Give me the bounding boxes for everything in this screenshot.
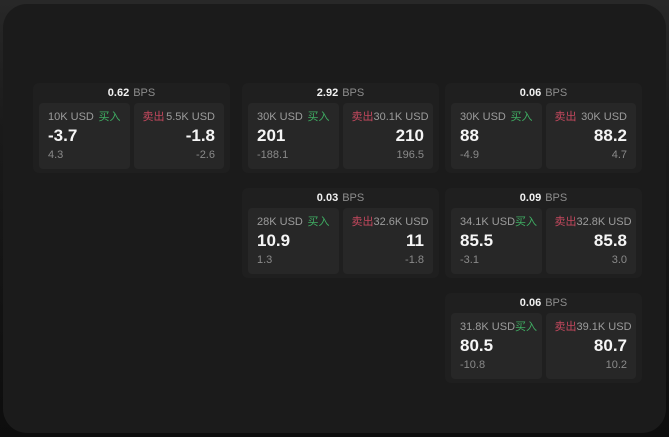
buy-amount: 10K USD (48, 111, 94, 123)
buy-label: 买入 (510, 111, 533, 123)
buy-label: 买入 (515, 216, 538, 228)
sell-amount: 32.6K USD (373, 216, 429, 228)
sell-label: 卖出 (554, 216, 577, 228)
buy-price: 201 (257, 126, 286, 145)
spread-unit: BPS (545, 87, 568, 99)
spread-value: 0.62 (107, 87, 130, 99)
sell-price: 210 (395, 126, 424, 145)
buy-sub-value: -4.9 (460, 149, 479, 161)
spread-header: 0.62 BPS (33, 83, 230, 103)
buy-panel[interactable]: 34.1K USD 买入 85.5 -3.1 (451, 208, 542, 274)
sell-price: 11 (406, 231, 424, 250)
sell-panel[interactable]: 卖出 39.1K USD 80.7 10.2 (545, 313, 636, 379)
quotes-panel: 0.62 BPS 10K USD 买入 -3.7 4.3 卖出 5.5K USD… (3, 4, 666, 433)
sell-panel[interactable]: 卖出 32.8K USD 85.8 3.0 (545, 208, 636, 274)
buy-price: -3.7 (48, 126, 78, 145)
spread-header: 2.92 BPS (242, 83, 439, 103)
quote-card: 0.62 BPS 10K USD 买入 -3.7 4.3 卖出 5.5K USD… (33, 83, 230, 173)
sell-label: 卖出 (142, 111, 165, 123)
buy-price: 85.5 (460, 231, 494, 250)
sell-amount: 32.8K USD (576, 216, 632, 228)
buy-panel[interactable]: 10K USD 买入 -3.7 4.3 (39, 103, 130, 169)
sell-panel[interactable]: 卖出 5.5K USD -1.8 -2.6 (133, 103, 224, 169)
sell-label: 卖出 (351, 111, 374, 123)
sell-sub-value: 10.2 (605, 359, 627, 371)
sell-panel[interactable]: 卖出 30K USD 88.2 4.7 (545, 103, 636, 169)
spread-header: 0.06 BPS (445, 293, 642, 313)
spread-unit: BPS (133, 87, 156, 99)
quote-card: 0.03 BPS 28K USD 买入 10.9 1.3 卖出 32.6K US… (242, 188, 439, 278)
spread-unit: BPS (342, 192, 365, 204)
spread-value: 0.06 (519, 87, 542, 99)
buy-sub-value: -188.1 (257, 149, 289, 161)
spread-value: 0.09 (519, 192, 542, 204)
sell-panel[interactable]: 卖出 32.6K USD 11 -1.8 (342, 208, 433, 274)
buy-label: 买入 (98, 111, 121, 123)
spread-header: 0.03 BPS (242, 188, 439, 208)
buy-amount: 30K USD (257, 111, 303, 123)
sell-price: -1.8 (185, 126, 215, 145)
sell-amount: 30.1K USD (373, 111, 429, 123)
sell-price: 85.8 (593, 231, 627, 250)
spread-unit: BPS (545, 297, 568, 309)
spread-unit: BPS (342, 87, 365, 99)
sell-sub-value: 4.7 (611, 149, 627, 161)
sell-sub-value: -2.6 (196, 149, 215, 161)
sell-price: 80.7 (593, 336, 627, 355)
sell-label: 卖出 (554, 321, 577, 333)
buy-sub-value: 4.3 (48, 149, 64, 161)
buy-price: 10.9 (257, 231, 291, 250)
buy-panel[interactable]: 31.8K USD 买入 80.5 -10.8 (451, 313, 542, 379)
sell-price: 88.2 (593, 126, 627, 145)
buy-panel[interactable]: 30K USD 买入 201 -188.1 (248, 103, 339, 169)
buy-amount: 31.8K USD (460, 321, 516, 333)
sell-amount: 5.5K USD (166, 111, 215, 123)
buy-label: 买入 (307, 111, 330, 123)
quote-card: 0.06 BPS 31.8K USD 买入 80.5 -10.8 卖出 39.1… (445, 293, 642, 383)
spread-value: 2.92 (316, 87, 339, 99)
buy-price: 80.5 (460, 336, 494, 355)
buy-sub-value: -10.8 (460, 359, 486, 371)
quote-card: 0.09 BPS 34.1K USD 买入 85.5 -3.1 卖出 32.8K… (445, 188, 642, 278)
buy-sub-value: 1.3 (257, 254, 273, 266)
sell-amount: 30K USD (581, 111, 627, 123)
spread-value: 0.03 (316, 192, 339, 204)
sell-sub-value: 196.5 (396, 149, 424, 161)
buy-amount: 34.1K USD (460, 216, 516, 228)
buy-panel[interactable]: 30K USD 买入 88 -4.9 (451, 103, 542, 169)
spread-unit: BPS (545, 192, 568, 204)
quote-card: 2.92 BPS 30K USD 买入 201 -188.1 卖出 30.1K … (242, 83, 439, 173)
buy-label: 买入 (515, 321, 538, 333)
buy-amount: 28K USD (257, 216, 303, 228)
buy-amount: 30K USD (460, 111, 506, 123)
buy-panel[interactable]: 28K USD 买入 10.9 1.3 (248, 208, 339, 274)
buy-label: 买入 (307, 216, 330, 228)
quote-card: 0.06 BPS 30K USD 买入 88 -4.9 卖出 30K USD 8… (445, 83, 642, 173)
sell-label: 卖出 (351, 216, 374, 228)
sell-sub-value: -1.8 (405, 254, 424, 266)
buy-sub-value: -3.1 (460, 254, 479, 266)
spread-value: 0.06 (519, 297, 542, 309)
sell-sub-value: 3.0 (611, 254, 627, 266)
spread-header: 0.06 BPS (445, 83, 642, 103)
sell-label: 卖出 (554, 111, 577, 123)
sell-panel[interactable]: 卖出 30.1K USD 210 196.5 (342, 103, 433, 169)
sell-amount: 39.1K USD (576, 321, 632, 333)
buy-price: 88 (460, 126, 479, 145)
spread-header: 0.09 BPS (445, 188, 642, 208)
